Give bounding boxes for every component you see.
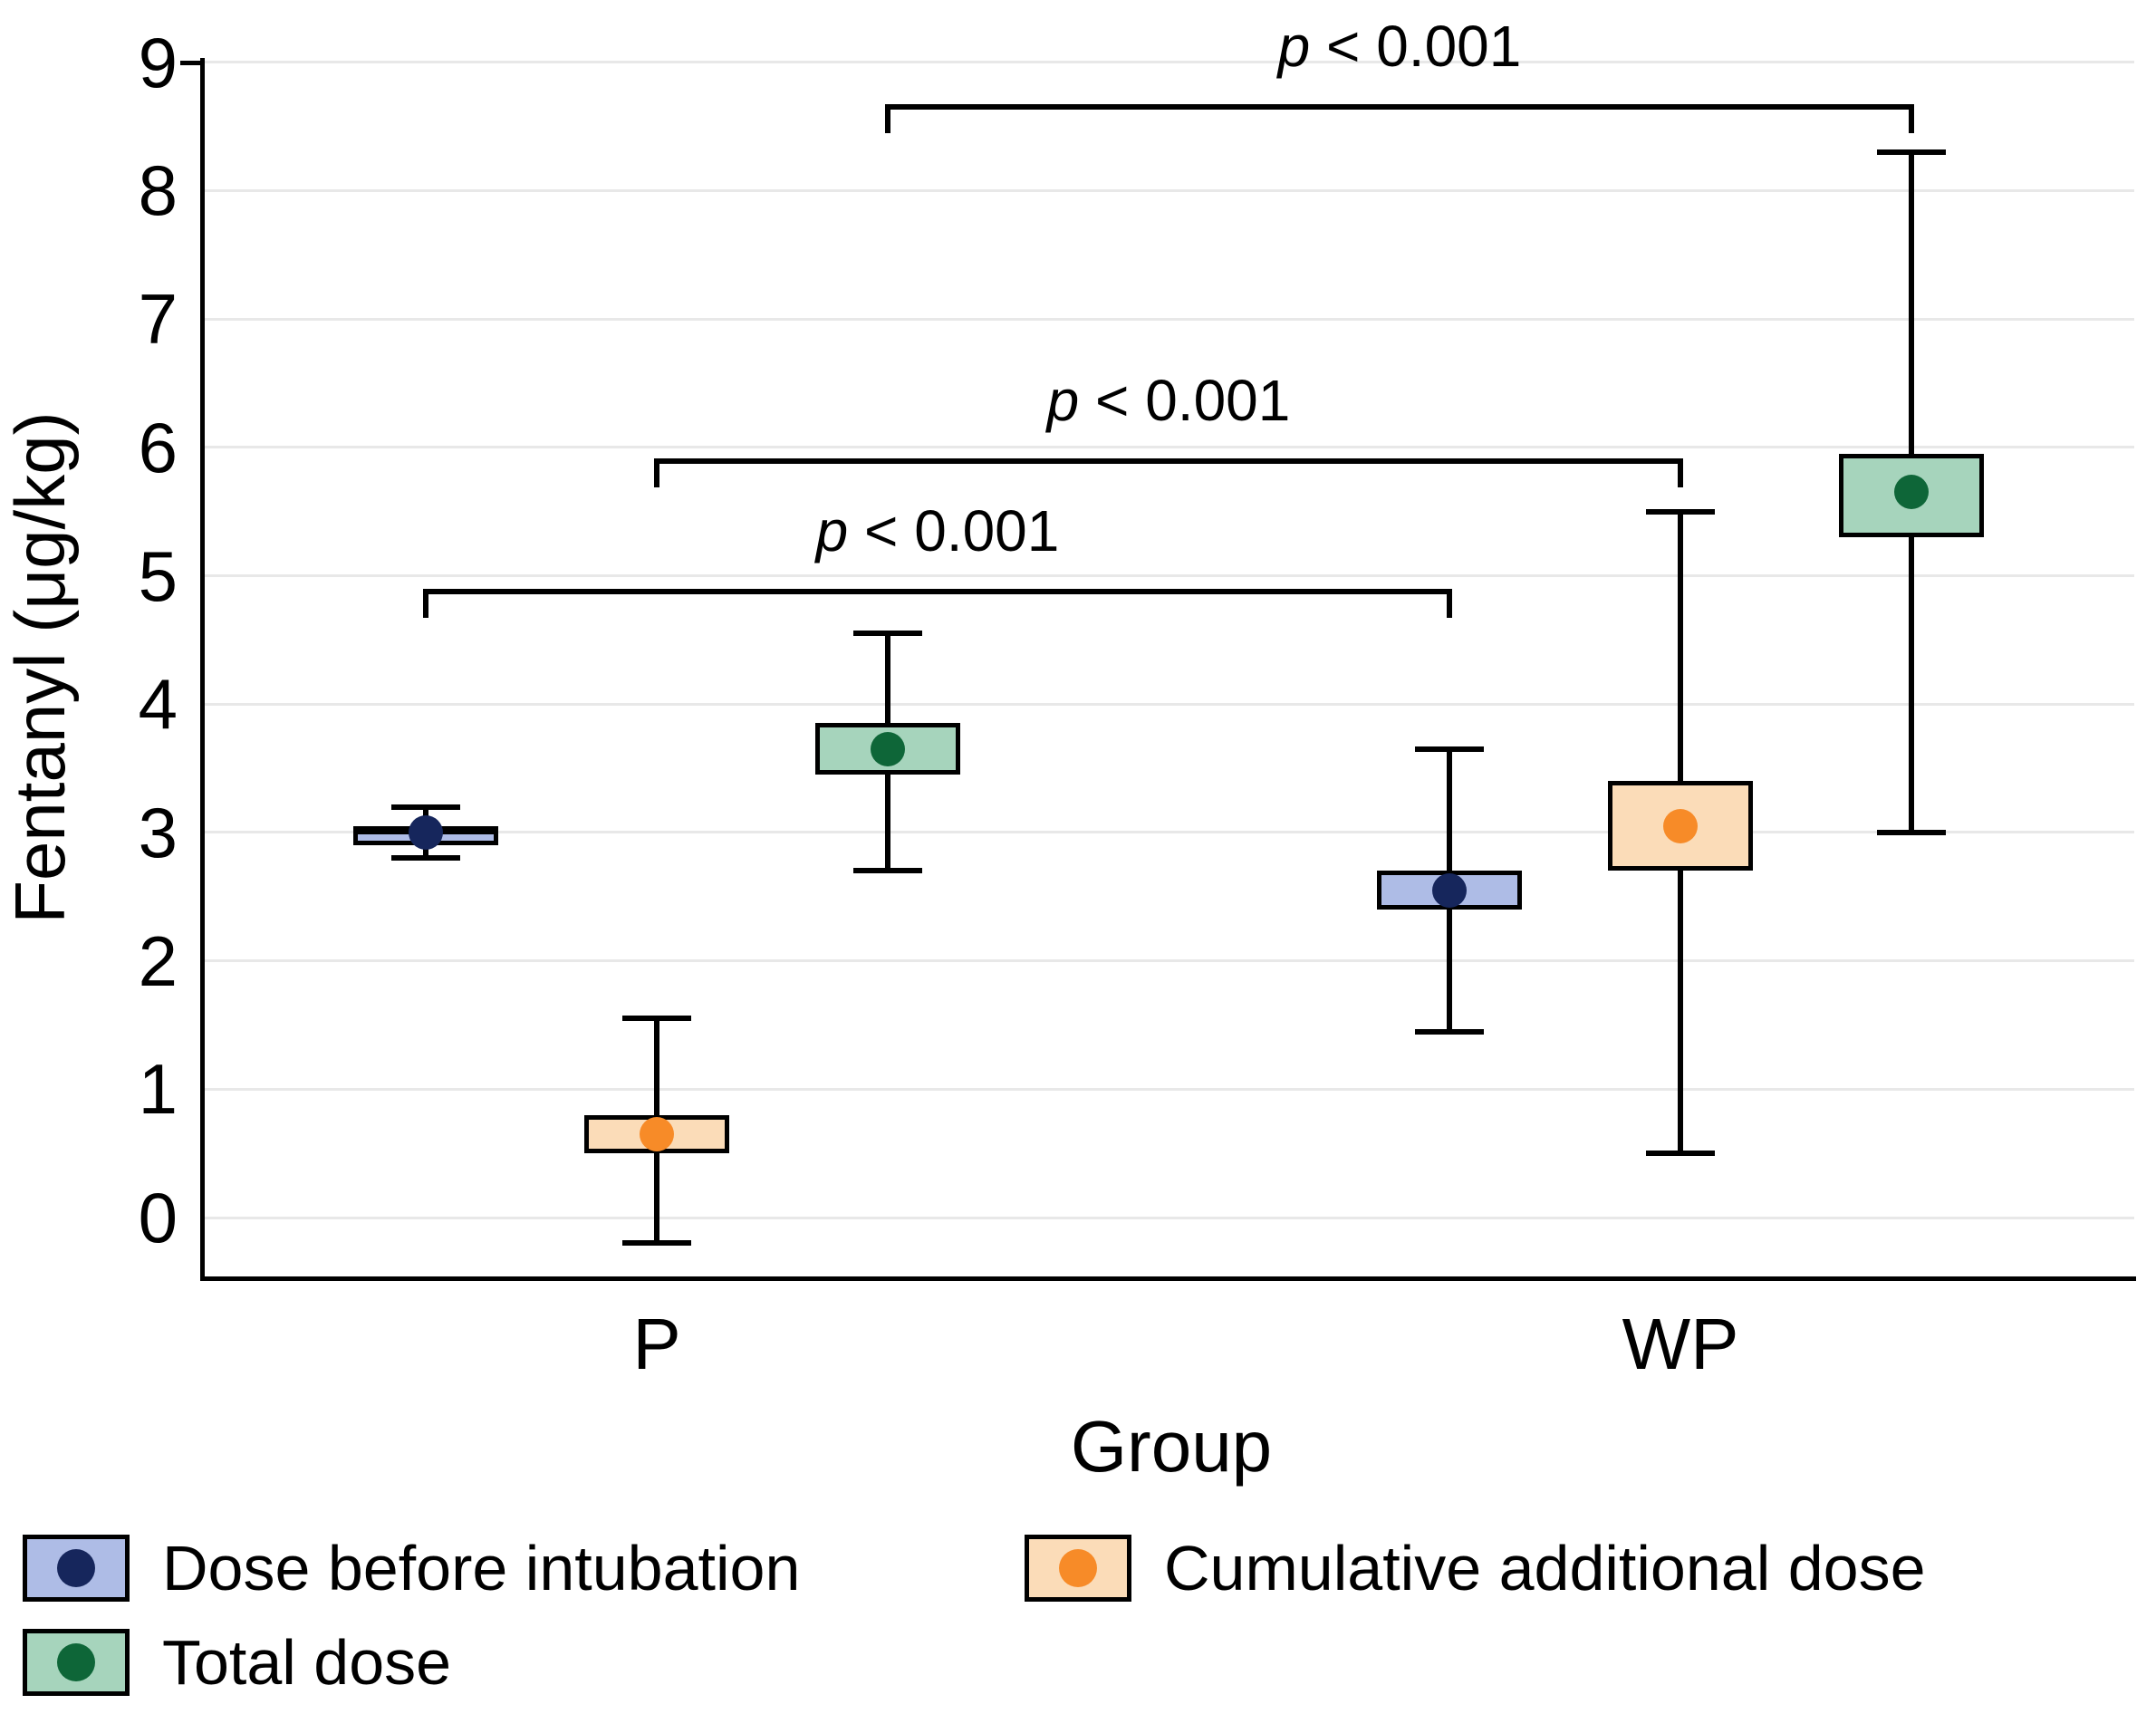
gridline-9 bbox=[205, 61, 2134, 64]
gridline-0 bbox=[205, 1216, 2134, 1219]
legend-mean-dot-icon bbox=[1059, 1549, 1097, 1587]
whisker-cap-high-p-dose-before-intubation bbox=[391, 804, 460, 810]
y-tick-label-2: 2 bbox=[138, 920, 178, 1001]
x-axis-line bbox=[200, 1276, 2136, 1281]
legend-swatch-orange bbox=[1025, 1535, 1131, 1602]
gridline-7 bbox=[205, 317, 2134, 321]
bracket-tick-left-2 bbox=[654, 458, 659, 488]
y-tick-label-0: 0 bbox=[138, 1178, 178, 1257]
whisker-cap-low-wp-dose-before-intubation bbox=[1415, 1028, 1484, 1035]
bracket-tick-right-1 bbox=[1447, 588, 1452, 618]
mean-dot-p-total-dose bbox=[871, 731, 905, 766]
whisker-cap-low-p-total-dose bbox=[853, 868, 922, 874]
whisker-cap-high-p-total-dose bbox=[853, 631, 922, 637]
legend-item-total-dose: Total dose bbox=[23, 1629, 451, 1696]
gridline-1 bbox=[205, 1087, 2134, 1091]
mean-dot-wp-dose-before-intubation bbox=[1432, 872, 1467, 908]
y-tick-label-4: 4 bbox=[138, 664, 178, 745]
whisker-cap-low-wp-cumulative-additional-dose bbox=[1646, 1151, 1715, 1157]
y-tick-label-3: 3 bbox=[138, 792, 178, 872]
legend-label: Dose before intubation bbox=[162, 1533, 801, 1603]
gridline-3 bbox=[205, 831, 2134, 834]
mean-dot-wp-cumulative-additional-dose bbox=[1663, 808, 1698, 843]
y-tick-label-9: 9 bbox=[138, 22, 178, 102]
mean-dot-p-dose-before-intubation bbox=[409, 814, 443, 850]
legend-swatch-green bbox=[23, 1629, 130, 1696]
y-tick-label-7: 7 bbox=[138, 279, 178, 360]
bracket-tick-left-1 bbox=[423, 588, 428, 618]
legend-mean-dot-icon bbox=[57, 1643, 95, 1681]
p-value-label-2: p < 0.001 bbox=[1046, 368, 1291, 434]
legend-swatch-blue bbox=[23, 1535, 130, 1602]
gridline-6 bbox=[205, 446, 2134, 449]
legend-item-cumulative-additional-dose: Cumulative additional dose bbox=[1025, 1535, 1926, 1602]
y-tick-label-1: 1 bbox=[138, 1049, 178, 1130]
legend-mean-dot-icon bbox=[57, 1549, 95, 1587]
bracket-line-1 bbox=[423, 588, 1452, 594]
whisker-cap-high-p-cumulative-additional-dose bbox=[622, 1016, 691, 1022]
bracket-line-3 bbox=[885, 104, 1914, 111]
legend-label: Total dose bbox=[162, 1627, 452, 1698]
y-axis-title: Fentanyl (μg/kg) bbox=[0, 411, 80, 924]
legend-label: Cumulative additional dose bbox=[1164, 1533, 1926, 1603]
p-value-label-3: p < 0.001 bbox=[1277, 14, 1522, 80]
p-value-label-1: p < 0.001 bbox=[815, 497, 1060, 563]
x-axis-title: Group bbox=[1070, 1406, 1273, 1487]
y-tick-label-6: 6 bbox=[138, 407, 178, 487]
whisker-cap-high-wp-total-dose bbox=[1877, 149, 1946, 155]
x-tick-label-wp: WP bbox=[1622, 1304, 1739, 1384]
whisker-cap-low-p-dose-before-intubation bbox=[391, 855, 460, 862]
gridline-5 bbox=[205, 574, 2134, 577]
bracket-tick-right-2 bbox=[1678, 458, 1683, 488]
y-tick-label-5: 5 bbox=[138, 535, 178, 616]
y-tick-label-8: 8 bbox=[138, 150, 178, 231]
y-axis-line bbox=[200, 58, 205, 1281]
legend-item-dose-before-intubation: Dose before intubation bbox=[23, 1535, 800, 1602]
x-tick-label-p: P bbox=[632, 1304, 681, 1384]
bracket-tick-right-3 bbox=[1909, 104, 1914, 134]
y-axis-top-tick-icon bbox=[180, 60, 205, 65]
whisker-cap-high-wp-cumulative-additional-dose bbox=[1646, 508, 1715, 515]
whisker-cap-low-wp-total-dose bbox=[1877, 829, 1946, 835]
mean-dot-wp-total-dose bbox=[1894, 475, 1929, 510]
gridline-2 bbox=[205, 959, 2134, 963]
mean-dot-p-cumulative-additional-dose bbox=[640, 1116, 674, 1151]
bracket-tick-left-3 bbox=[885, 104, 890, 134]
whisker-cap-low-p-cumulative-additional-dose bbox=[622, 1240, 691, 1247]
bracket-line-2 bbox=[654, 458, 1683, 465]
whisker-cap-high-wp-dose-before-intubation bbox=[1415, 746, 1484, 752]
gridline-4 bbox=[205, 702, 2134, 706]
gridline-8 bbox=[205, 188, 2134, 192]
